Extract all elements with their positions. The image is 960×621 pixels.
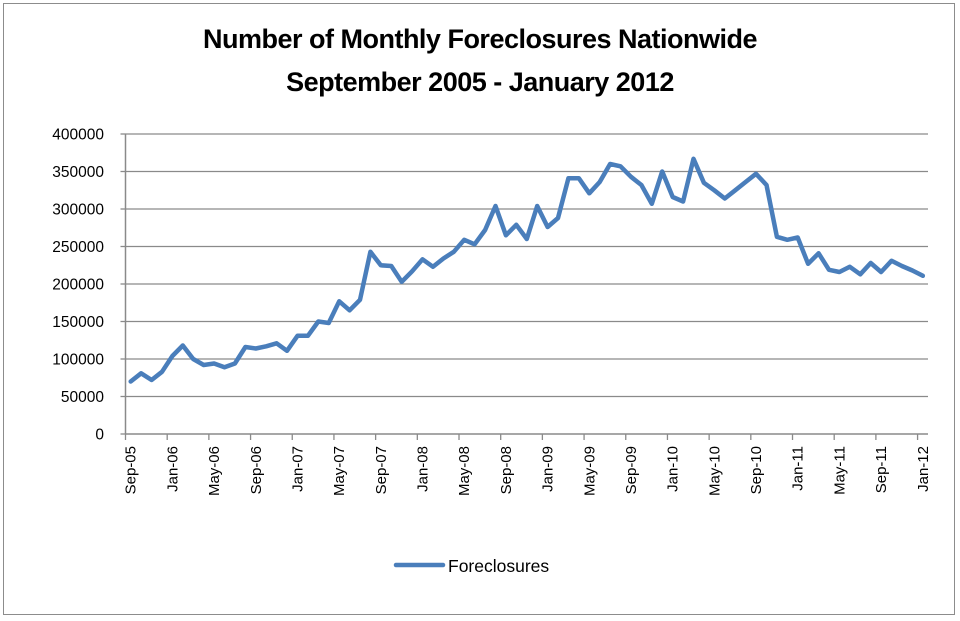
x-tick-label: Jan-09 xyxy=(540,446,557,492)
chart-frame xyxy=(3,3,955,615)
y-tick-label: 100000 xyxy=(52,352,104,369)
x-tick-label: May-07 xyxy=(331,446,348,496)
x-tick-label: May-11 xyxy=(831,446,848,495)
y-tick-label: 300000 xyxy=(52,202,104,219)
x-tick-label: May-10 xyxy=(706,446,723,496)
x-tick-label: Sep-09 xyxy=(623,446,640,494)
foreclosures-series-line xyxy=(128,156,926,384)
x-tick-label: Jan-08 xyxy=(415,446,432,492)
x-tick-label: Jan-10 xyxy=(665,446,682,492)
x-tick-label: Jan-12 xyxy=(915,446,932,492)
y-tick-label: 200000 xyxy=(52,277,104,294)
y-tick-label: 400000 xyxy=(52,127,104,144)
legend-label: Foreclosures xyxy=(448,556,549,576)
y-tick-label: 350000 xyxy=(52,164,104,181)
y-tick-label: 250000 xyxy=(52,239,104,256)
x-tick-label: May-09 xyxy=(581,446,598,496)
x-axis: Sep-05 Jan-06 May-06 Sep-06 Jan-07 May-07 Sep-… xyxy=(123,433,932,496)
x-tick-label: Sep-06 xyxy=(248,446,265,494)
chart-title: Number of Monthly Foreclosures Nationwid… xyxy=(202,24,758,54)
y-tick-label: 150000 xyxy=(52,314,104,331)
y-axis: 0 50000 100000 150000 200000 250000 300000 3500… xyxy=(52,127,127,444)
x-tick-label: Jan-06 xyxy=(164,446,181,492)
x-tick-label: Sep-05 xyxy=(123,446,140,494)
x-tick-label: Sep-07 xyxy=(373,446,390,494)
x-tick-label: May-08 xyxy=(456,446,473,496)
x-tick-label: Sep-08 xyxy=(498,446,515,494)
x-tick-label: Sep-11 xyxy=(873,446,890,493)
y-tick-label: 50000 xyxy=(61,389,104,406)
x-tick-label: Sep-10 xyxy=(748,446,765,494)
x-tick-label: May-06 xyxy=(206,446,223,496)
x-tick-label: Jan-07 xyxy=(289,446,306,492)
legend: Foreclosures xyxy=(393,556,549,576)
chart-subtitle: September 2005 - January 2012 xyxy=(286,67,674,97)
y-tick-label: 0 xyxy=(95,427,104,444)
gridlines xyxy=(125,133,928,398)
x-tick-label: Jan-11 xyxy=(790,446,807,491)
